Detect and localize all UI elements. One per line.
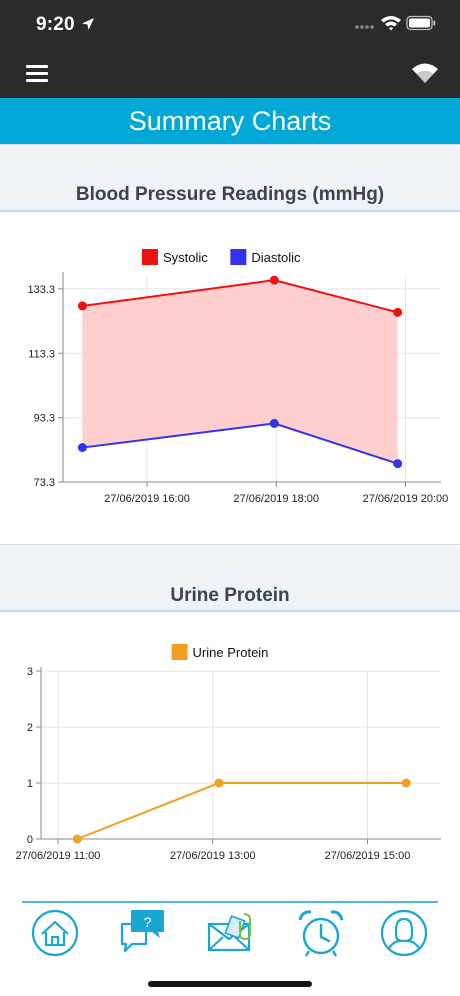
y-tick-label: 133.3 <box>27 284 55 296</box>
profile-icon[interactable] <box>379 908 429 958</box>
status-bar: 9:20 <box>0 0 460 48</box>
data-point <box>72 834 82 844</box>
bp-range-area <box>82 280 398 464</box>
y-tick-label: 113.3 <box>28 348 55 360</box>
data-point <box>214 778 224 788</box>
data-point <box>393 307 403 317</box>
x-tick-label: 27/06/2019 13:00 <box>170 850 256 862</box>
legend-label: Systolic <box>163 250 208 265</box>
x-tick-label: 27/06/2019 16:00 <box>104 493 190 505</box>
page-title: Summary Charts <box>0 98 460 144</box>
legend-swatch <box>230 249 247 265</box>
data-point <box>77 443 87 453</box>
data-point <box>393 459 403 469</box>
x-tick-label: 27/06/2019 15:00 <box>325 850 411 862</box>
y-tick-label: 93.3 <box>34 413 55 425</box>
bottom-nav: ? <box>0 900 460 970</box>
alarm-clock-icon[interactable] <box>296 908 346 958</box>
wifi-icon <box>381 16 401 31</box>
y-tick-label: 3 <box>27 666 33 678</box>
bp-section-title: Blood Pressure Readings (mmHg) <box>75 184 385 205</box>
mail-attachment-icon[interactable] <box>206 908 256 958</box>
nav-bar <box>0 48 460 98</box>
y-tick-label: 1 <box>27 778 33 790</box>
battery-icon <box>406 15 436 31</box>
legend-label: Diastolic <box>251 250 301 265</box>
bottom-nav-divider <box>22 901 438 903</box>
legend-swatch <box>141 249 158 265</box>
x-tick-label: 27/06/2019 11:00 <box>16 850 101 862</box>
x-tick-label: 27/06/2019 20:00 <box>363 493 449 505</box>
urine-section-title: Urine Protein <box>170 585 290 606</box>
hamburger-menu-icon[interactable] <box>26 64 48 82</box>
legend-label: Urine Protein <box>193 645 269 660</box>
data-point <box>269 418 279 428</box>
urine-chart: 0 1 2 3 27/06/2019 11:00 27/06/2019 13:00 27/0… <box>16 644 441 862</box>
connectivity-icon[interactable] <box>410 62 440 84</box>
bp-section-header <box>0 144 460 212</box>
x-tick-label: 27/06/2019 18:00 <box>233 493 319 505</box>
series-line-0 <box>76 782 407 840</box>
cellular-signal-icon <box>355 25 374 29</box>
y-tick-label: 0 <box>27 834 33 846</box>
y-tick-label: 73.3 <box>34 477 55 489</box>
data-point <box>401 778 411 788</box>
bp-chart: 73.3 93.3 113.3 133.3 27/06/2019 16:00 27/06/… <box>27 249 449 505</box>
data-point <box>77 301 87 311</box>
chat-badge: ? <box>144 914 152 930</box>
status-time: 9:20 <box>36 14 75 35</box>
urine-section-header <box>0 544 460 612</box>
data-point <box>269 275 279 285</box>
location-arrow-icon <box>82 18 94 30</box>
chat-question-icon[interactable]: ? <box>118 908 168 958</box>
y-tick-label: 2 <box>27 722 33 734</box>
home-icon[interactable] <box>30 908 80 958</box>
legend-swatch <box>171 644 188 660</box>
home-indicator <box>148 981 312 987</box>
